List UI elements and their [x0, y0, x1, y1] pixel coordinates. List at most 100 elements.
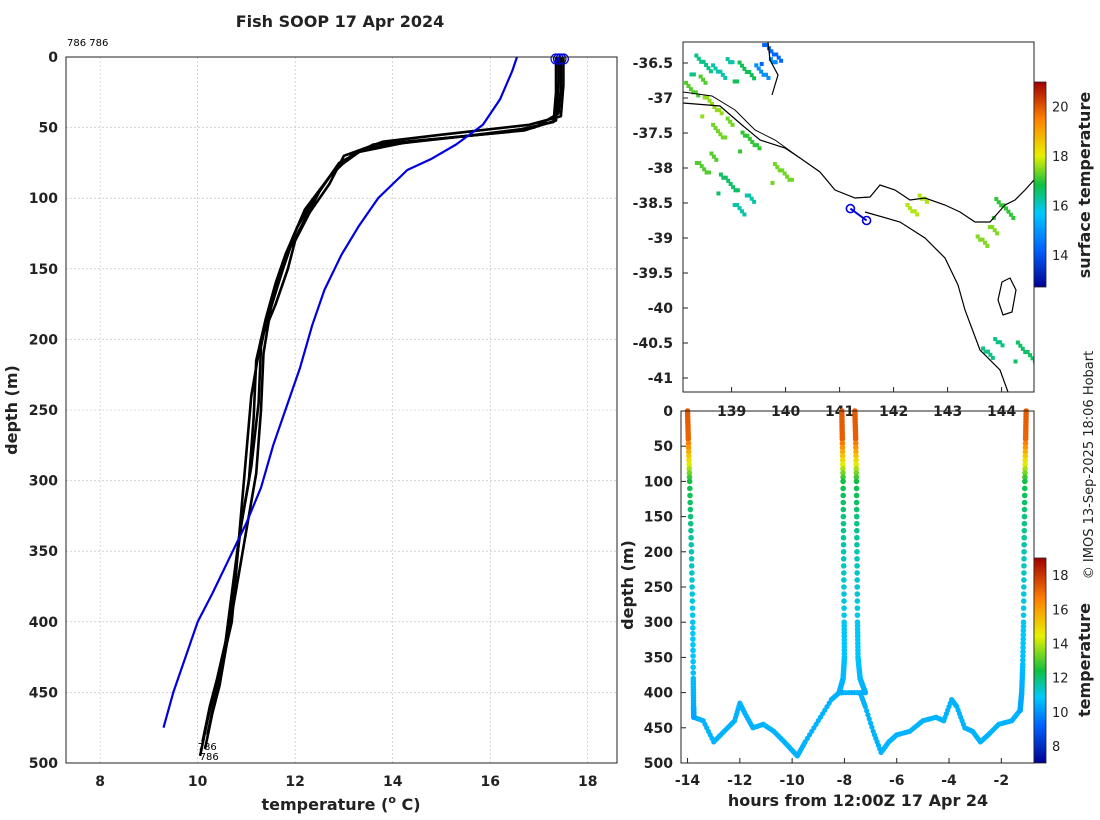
cast-point	[689, 598, 696, 604]
y-tick-label: 150	[29, 262, 58, 278]
y-tick-label: 400	[29, 615, 58, 631]
x-tick-label: 14	[383, 774, 403, 790]
map-y-tick-label: -38	[648, 161, 673, 177]
cast-y-label: depth (m)	[618, 540, 637, 630]
sst-cell	[785, 174, 790, 179]
sst-cell	[996, 200, 1001, 205]
cast-x-tick-label: -12	[727, 773, 752, 789]
map-y-tick-label: -39	[648, 231, 673, 247]
cast-point	[840, 520, 847, 527]
cast-point	[689, 612, 696, 618]
x-label-sup: o	[388, 793, 396, 806]
x-label-pre: temperature (	[261, 795, 388, 814]
sst-cell	[764, 72, 768, 77]
cast-y-tick-label: 250	[644, 580, 673, 596]
profile-y-ticks: 0 50 100 150 200 250 300 350 400 450 500	[29, 50, 58, 772]
cast-point	[1020, 591, 1027, 597]
map-x-tick-label: 144	[987, 404, 1016, 420]
cast-point	[690, 647, 696, 654]
cast-y-tick-label: 50	[654, 439, 674, 455]
x-tick-label: 10	[188, 774, 208, 790]
sst-cell	[726, 178, 731, 183]
sst-cell	[907, 206, 912, 211]
sst-cell	[749, 73, 754, 78]
cast-point	[1021, 556, 1027, 562]
chart-title: Fish SOOP 17 Apr 2024	[236, 12, 445, 31]
y-tick-label: 50	[39, 121, 59, 137]
map-y-tick-label: -38.5	[633, 196, 673, 212]
cast-point	[1021, 563, 1027, 569]
cast-x-ticks: -14 -12 -10 -8 -6 -4 -2	[675, 758, 1009, 789]
map-y-tick-label: -39.5	[633, 266, 673, 282]
cast-point	[686, 478, 693, 485]
cast-point	[1021, 577, 1027, 583]
cast-point	[1021, 492, 1028, 499]
cast-point	[853, 465, 860, 472]
cast-point	[839, 440, 846, 447]
sst-cell	[750, 140, 755, 144]
cast-point	[686, 453, 692, 459]
x-tick-label: 18	[578, 774, 597, 790]
cast-point	[840, 470, 846, 476]
cast-point	[690, 670, 697, 676]
temp-colorbar-tick-label: 10	[1052, 706, 1069, 721]
surface-marker	[557, 53, 569, 65]
cast-point	[1020, 640, 1026, 647]
cast-point	[865, 712, 871, 718]
y-tick-label: 250	[29, 403, 58, 419]
cast-point	[841, 605, 847, 611]
sst-colorbar-ticks: 14 16 18 20	[1052, 101, 1069, 264]
bottom-annotation: 786	[200, 752, 219, 763]
cast-point	[689, 605, 696, 611]
cast-point	[840, 556, 847, 562]
sst-cell	[998, 340, 1003, 345]
cast-point	[687, 499, 693, 506]
cast-point	[689, 591, 696, 597]
cast-point	[840, 534, 847, 541]
cast-point	[1020, 623, 1027, 630]
sst-cell	[1028, 353, 1033, 358]
sst-cell	[701, 59, 706, 64]
sst-cell	[697, 161, 702, 165]
sst-cell	[686, 84, 691, 88]
sst-cell	[684, 80, 689, 85]
sst-cell	[1011, 215, 1016, 220]
x-tick-label: 12	[285, 774, 304, 790]
cast-point	[854, 612, 861, 618]
sst-cell	[691, 90, 696, 95]
sst-colorbar-tick-label: 14	[1052, 249, 1069, 264]
x-tick-label: 16	[480, 774, 499, 790]
temp-colorbar-tick-label: 14	[1052, 637, 1069, 652]
sst-cell	[981, 346, 986, 351]
sst-cell	[1015, 340, 1020, 345]
cast-point	[866, 716, 872, 722]
sst-cell	[1023, 350, 1028, 354]
cast-y-tick-label: 150	[644, 510, 673, 526]
sst-cell	[1020, 346, 1025, 351]
sst-cell	[766, 75, 771, 80]
temp-colorbar-label: temperature	[1075, 603, 1094, 717]
cast-point	[688, 563, 695, 569]
cast-point	[839, 444, 846, 451]
cast-point	[854, 541, 860, 548]
cast-point	[853, 485, 860, 492]
sst-cell	[757, 146, 762, 151]
cast-x-tick-label: -10	[779, 773, 805, 789]
sst-cell	[717, 108, 722, 113]
sst-cell	[710, 101, 714, 106]
profile-chart: Fish SOOP 17 Apr 2024 786 786 8 10 12 14 16 1…	[2, 12, 618, 814]
cast-point	[853, 470, 860, 476]
sst-cell	[978, 237, 983, 242]
sst-cell	[987, 225, 992, 230]
sst-cell	[739, 209, 744, 214]
cast-point	[1020, 619, 1027, 625]
sst-cell	[773, 60, 778, 65]
cast-point	[840, 549, 847, 555]
temp-colorbar-tick-label: 8	[1052, 740, 1060, 755]
cast-x-label: hours from 12:00Z 17 Apr 24	[728, 791, 988, 810]
sst-cell	[985, 349, 990, 354]
sst-cell	[787, 177, 792, 182]
sst-cell	[721, 175, 726, 180]
cast-point	[690, 658, 696, 665]
